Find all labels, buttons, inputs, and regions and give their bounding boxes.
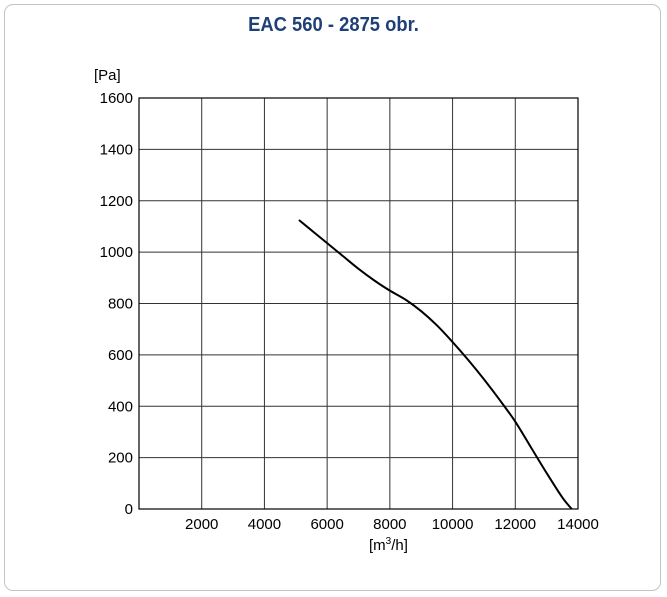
x-axis-label-pre: [m xyxy=(369,537,386,554)
y-tick-label: 1200 xyxy=(100,193,133,210)
y-axis-label: [Pa] xyxy=(94,67,121,84)
x-tick-label: 12000 xyxy=(494,516,536,533)
y-tick-label: 1000 xyxy=(100,244,133,261)
x-axis-label: [m3/h] xyxy=(369,536,408,554)
y-tick-label: 1400 xyxy=(100,141,133,158)
x-axis-label-post: /h] xyxy=(391,537,408,554)
x-axis-label-sup: 3 xyxy=(385,536,392,547)
chart-frame xyxy=(4,4,661,591)
x-tick-label: 14000 xyxy=(557,516,599,533)
y-tick-label: 1600 xyxy=(100,90,133,107)
plot-area-border xyxy=(138,97,579,510)
chart-title: EAC 560 - 2875 obr. xyxy=(248,14,419,36)
y-tick-label: 0 xyxy=(125,501,133,518)
x-tick-label: 6000 xyxy=(310,516,343,533)
y-tick-label: 600 xyxy=(108,347,133,364)
y-tick-label: 400 xyxy=(108,398,133,415)
x-tick-label: 10000 xyxy=(432,516,474,533)
x-tick-label: 8000 xyxy=(373,516,406,533)
pressure-curve xyxy=(298,219,573,510)
x-tick-label: 2000 xyxy=(185,516,218,533)
y-tick-label: 200 xyxy=(108,450,133,467)
y-tick-label: 800 xyxy=(108,296,133,313)
x-tick-label: 4000 xyxy=(248,516,281,533)
